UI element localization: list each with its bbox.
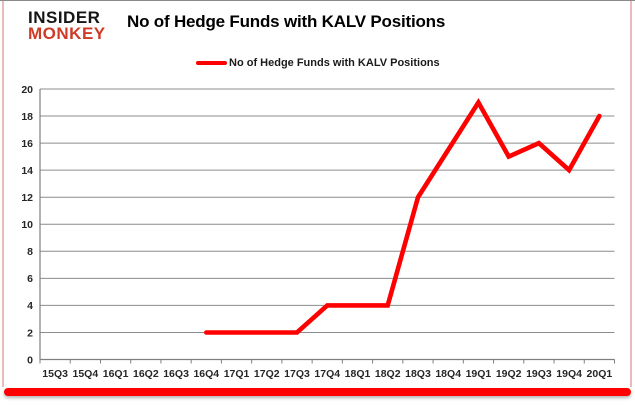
legend-label: No of Hedge Funds with KALV Positions bbox=[229, 57, 440, 69]
x-axis-tick-label: 17Q4 bbox=[314, 368, 340, 380]
y-axis-tick-label: 14 bbox=[21, 165, 33, 177]
x-axis-tick-label: 16Q3 bbox=[163, 368, 189, 380]
legend: No of Hedge Funds with KALV Positions bbox=[196, 57, 440, 69]
series-line bbox=[204, 98, 602, 335]
insider-monkey-logo: INSIDER MONKEY bbox=[28, 8, 106, 43]
x-axis-tick-label: 16Q2 bbox=[133, 368, 159, 380]
x-axis-tick-label: 18Q1 bbox=[345, 368, 371, 380]
x-axis-tick-label: 17Q3 bbox=[284, 368, 310, 380]
y-axis-tick-label: 6 bbox=[27, 273, 33, 285]
x-axis-tick-label: 18Q4 bbox=[435, 368, 461, 380]
y-axis-tick-label: 16 bbox=[21, 138, 33, 150]
x-axis-tick-label: 18Q2 bbox=[375, 368, 401, 380]
y-axis-tick-label: 2 bbox=[27, 327, 33, 339]
right-border bbox=[630, 1, 632, 387]
x-axis-tick-label: 15Q3 bbox=[42, 368, 68, 380]
legend-line-swatch bbox=[196, 60, 227, 66]
y-axis-tick-label: 4 bbox=[27, 300, 33, 312]
y-axis-tick-label: 12 bbox=[21, 192, 33, 204]
x-axis-tick-label: 20Q1 bbox=[587, 368, 613, 380]
x-axis-tick-label: 17Q1 bbox=[224, 368, 250, 380]
x-axis-tick-label: 18Q3 bbox=[405, 368, 431, 380]
left-border bbox=[2, 1, 4, 387]
x-axis-tick-label: 19Q4 bbox=[556, 368, 582, 380]
logo-insider-text: INSIDER bbox=[28, 8, 101, 27]
y-axis-tick-label: 0 bbox=[27, 354, 33, 366]
logo-monkey-text: MONKEY bbox=[28, 24, 106, 43]
y-axis-tick-label: 10 bbox=[21, 219, 33, 231]
x-axis-tick-label: 19Q2 bbox=[496, 368, 522, 380]
x-axis-tick-label: 16Q4 bbox=[193, 368, 219, 380]
x-axis-tick-label: 16Q1 bbox=[103, 368, 129, 380]
x-axis-tick-label: 17Q2 bbox=[254, 368, 280, 380]
x-axis-tick-label: 15Q4 bbox=[73, 368, 99, 380]
top-border bbox=[0, 0, 635, 1]
chart-title: No of Hedge Funds with KALV Positions bbox=[127, 12, 446, 31]
y-axis-tick-label: 8 bbox=[27, 246, 33, 258]
bottom-red-bar bbox=[4, 388, 631, 396]
x-axis-tick-label: 19Q3 bbox=[526, 368, 552, 380]
y-axis-tick-label: 18 bbox=[21, 111, 33, 123]
x-axis-tick-label: 19Q1 bbox=[466, 368, 492, 380]
y-axis-tick-label: 20 bbox=[21, 84, 33, 96]
